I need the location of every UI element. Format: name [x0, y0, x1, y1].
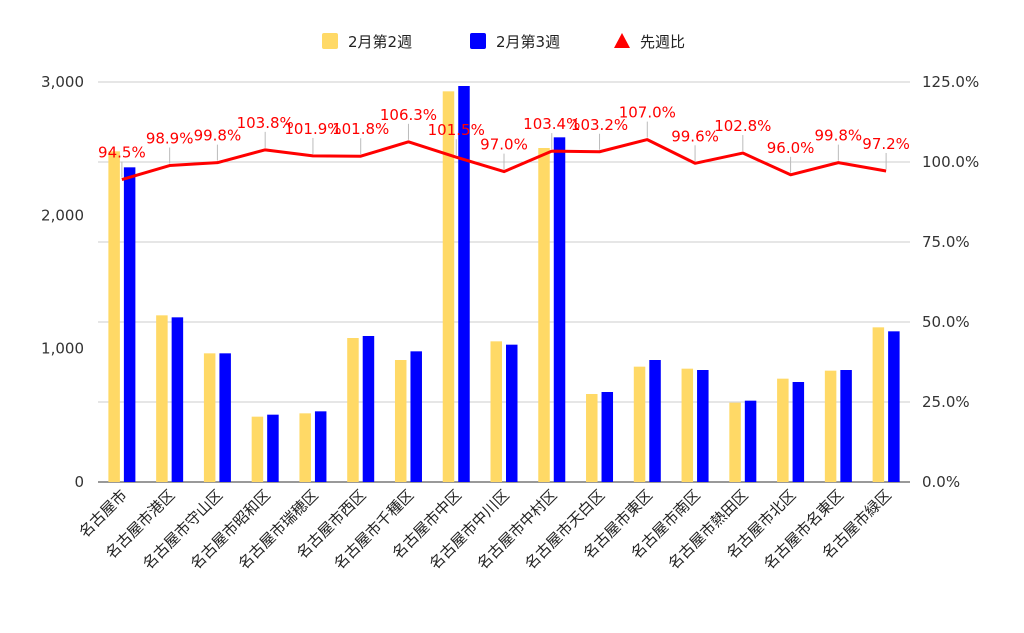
legend-label: 先週比: [640, 33, 685, 51]
data-label: 99.8%: [815, 127, 863, 145]
bar-week2: [586, 394, 598, 482]
bar-series: [108, 86, 900, 483]
bar-week3: [553, 137, 566, 483]
right-axis-tick-label: 75.0%: [922, 233, 970, 251]
left-y-axis: 0 1,000 2,000 3,000: [41, 73, 84, 491]
right-axis-tick-label: 125.0%: [922, 73, 979, 91]
bar-week2: [203, 353, 216, 482]
bar-week2: [777, 378, 789, 482]
right-y-axis: 0.0% 25.0% 50.0% 75.0% 100.0% 125.0%: [922, 73, 979, 491]
data-label: 107.0%: [619, 104, 676, 122]
bar-week3: [362, 336, 375, 482]
left-axis-tick-label: 0: [74, 473, 84, 491]
left-axis-tick-label: 1,000: [41, 340, 84, 358]
data-labels: 94.5%98.9% 99.8%103.8%101.9%101.8%106.3%1…: [98, 104, 910, 178]
bar-week2: [251, 416, 264, 482]
legend-label: 2月第2週: [348, 33, 412, 51]
legend-swatch: [470, 33, 486, 49]
bar-week2: [394, 360, 407, 482]
bar-week3: [744, 400, 757, 482]
data-label: 103.4%: [523, 115, 580, 133]
data-label: 101.9%: [284, 120, 341, 138]
bar-week2: [490, 341, 502, 482]
bar-week3: [506, 344, 518, 482]
legend-item: 先週比: [614, 33, 685, 51]
data-label: 98.9%: [146, 130, 194, 148]
bar-week3: [458, 86, 470, 482]
bar-week3: [792, 382, 805, 482]
bar-week2: [299, 413, 311, 482]
x-axis-categories: 名古屋市名古屋市港区名古屋市守山区名古屋市昭和区名古屋市瑞穂区名古屋市西区名古屋…: [76, 486, 895, 573]
bar-week3: [314, 411, 327, 482]
legend: 2月第2週 2月第3週 先週比: [322, 33, 685, 51]
legend-label: 2月第3週: [496, 33, 560, 51]
bar-week3: [697, 370, 709, 482]
bar-week3: [219, 353, 231, 482]
ratio-line: [121, 138, 887, 182]
data-label: 99.6%: [671, 127, 719, 145]
bar-week2: [156, 315, 168, 482]
data-label: 96.0%: [767, 139, 815, 157]
bar-week3: [267, 414, 279, 482]
right-axis-tick-label: 50.0%: [922, 313, 970, 331]
data-label: 97.0%: [480, 136, 528, 154]
bar-week3: [649, 360, 661, 482]
data-label: 102.8%: [714, 117, 771, 135]
bar-week2: [729, 402, 741, 482]
data-label: 101.5%: [428, 121, 485, 139]
bar-week2: [872, 327, 885, 482]
bar-week3: [410, 351, 422, 482]
data-label: 97.2%: [862, 135, 910, 153]
data-label: 101.8%: [332, 120, 389, 138]
data-label: 94.5%: [98, 144, 146, 162]
left-axis-tick-label: 2,000: [41, 206, 84, 224]
data-label: 106.3%: [380, 106, 437, 124]
data-label: 103.8%: [237, 114, 294, 132]
bar-week2: [633, 366, 646, 482]
legend-swatch: [322, 33, 338, 49]
bar-week3: [171, 317, 184, 482]
bar-week3: [888, 331, 900, 482]
bar-week2: [824, 370, 837, 482]
bar-week2: [442, 91, 455, 482]
bar-week2: [347, 338, 359, 482]
legend-item: 2月第2週: [322, 33, 412, 51]
legend-swatch: [614, 33, 630, 48]
bar-week2: [681, 368, 694, 482]
left-axis-tick-label: 3,000: [41, 73, 84, 91]
legend-item: 2月第3週: [470, 33, 560, 51]
data-label: 103.2%: [571, 116, 628, 134]
line-series: [121, 138, 887, 182]
right-axis-tick-label: 100.0%: [922, 153, 979, 171]
right-axis-tick-label: 25.0%: [922, 393, 970, 411]
bar-week2: [538, 148, 550, 482]
right-axis-tick-label: 0.0%: [922, 473, 960, 491]
bar-week3: [840, 370, 852, 482]
bar-week2: [108, 151, 120, 483]
data-label: 99.8%: [194, 127, 242, 145]
bar-week3: [601, 392, 614, 482]
bar-week3: [123, 167, 136, 483]
